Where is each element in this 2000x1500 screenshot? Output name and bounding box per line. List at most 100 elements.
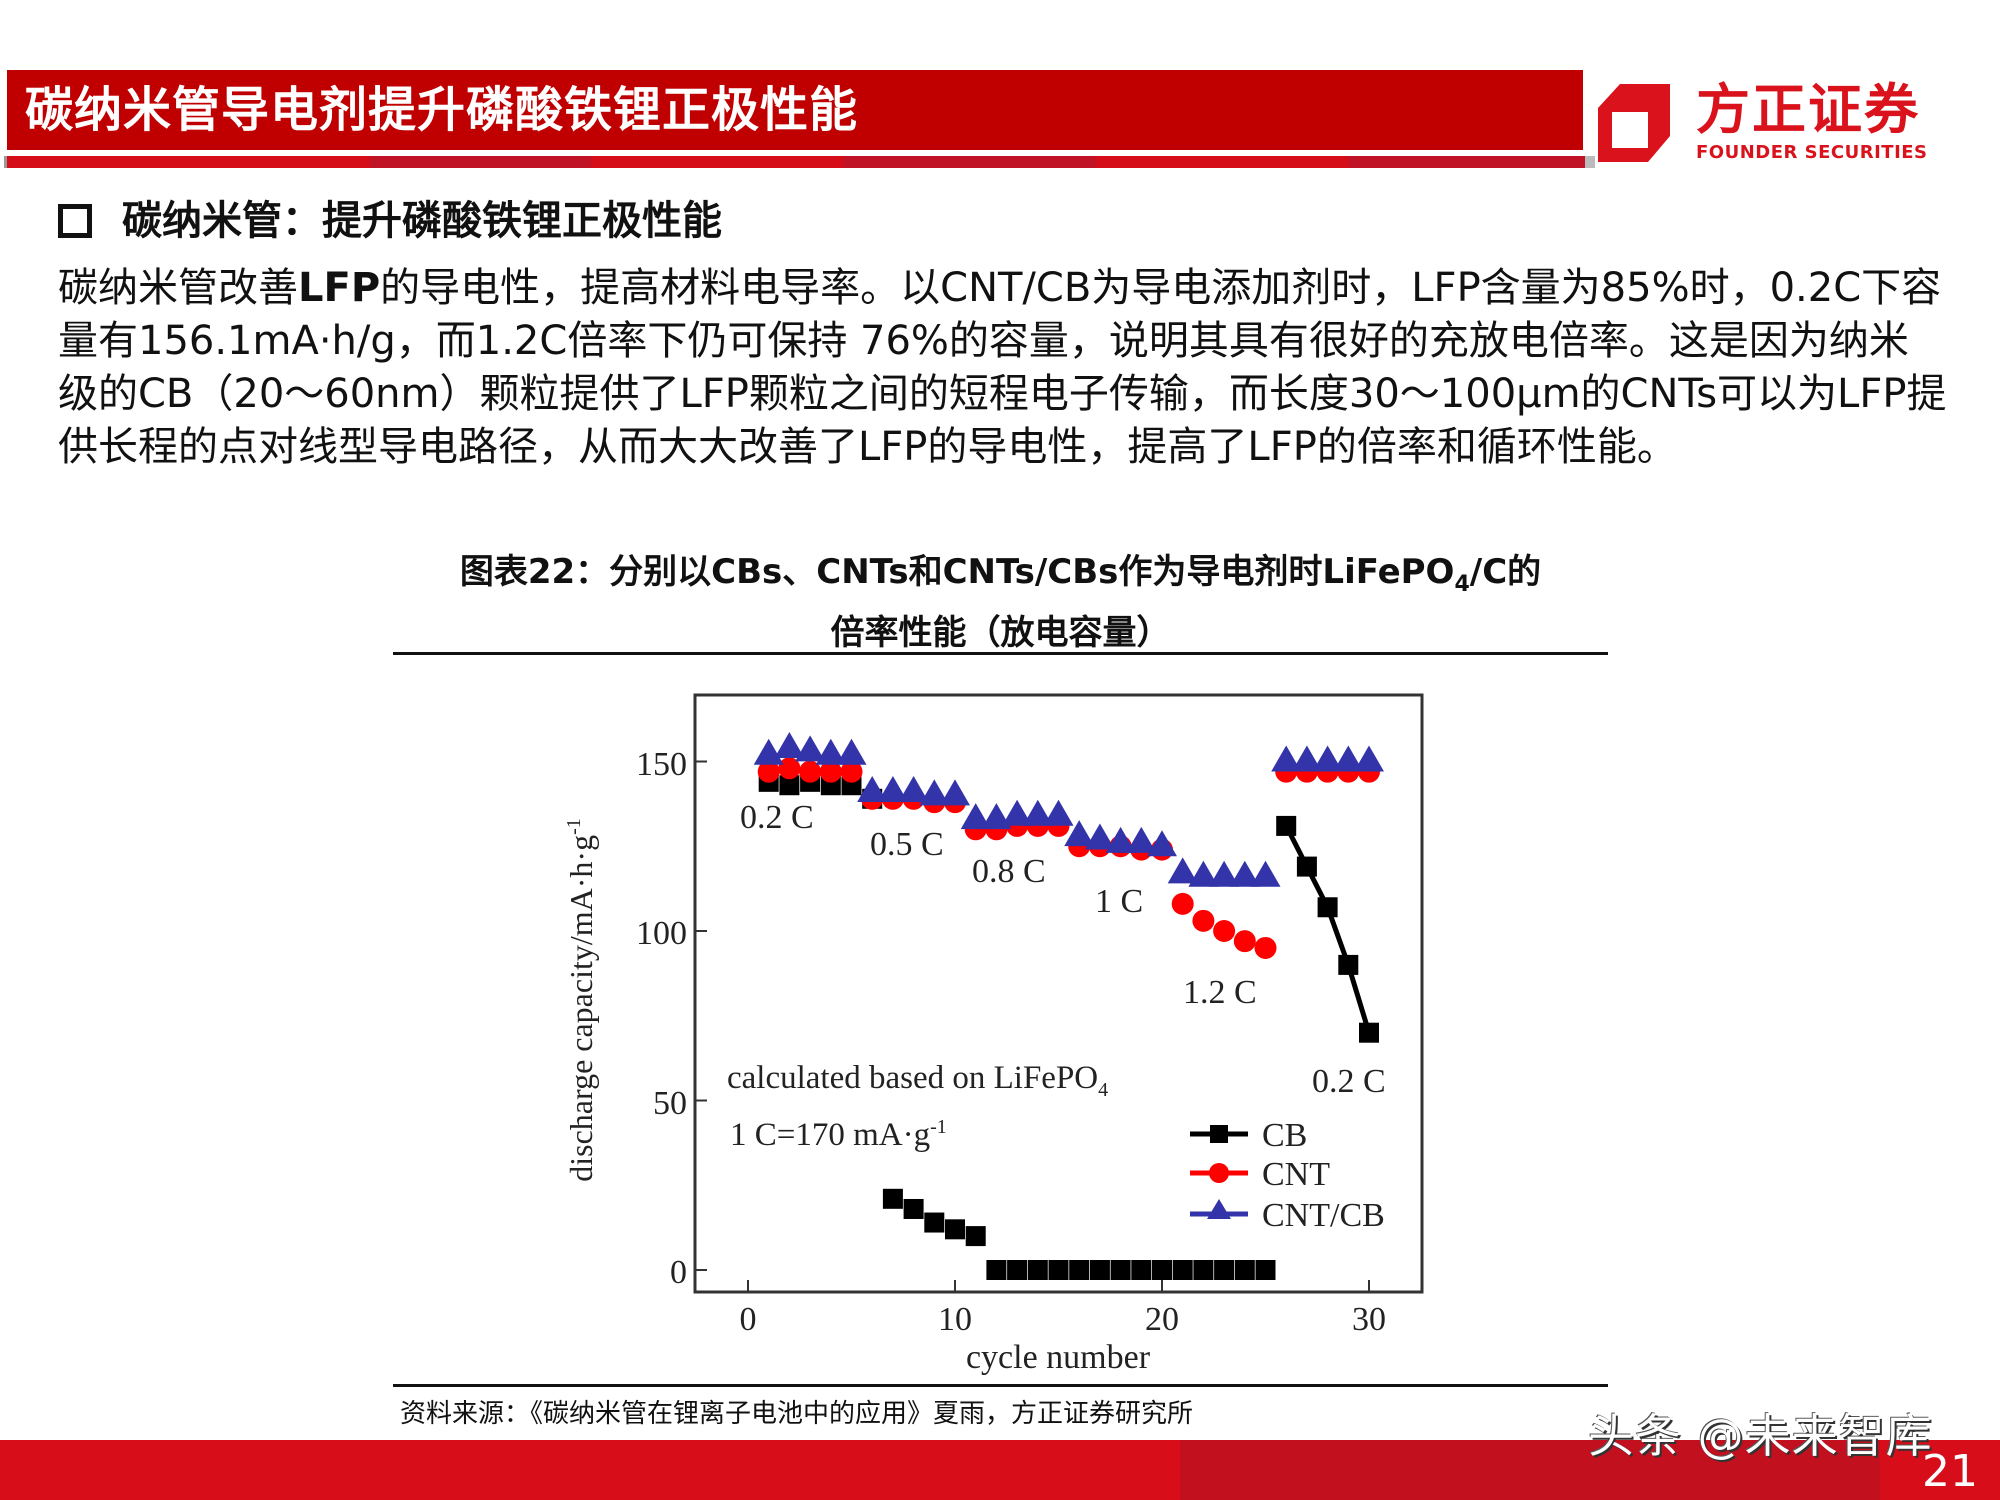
logo-text-en: FOUNDER SECURITIES bbox=[1696, 142, 1928, 163]
data-point bbox=[898, 776, 929, 803]
data-point bbox=[1188, 860, 1219, 887]
data-point bbox=[819, 760, 842, 783]
data-point bbox=[877, 776, 908, 803]
data-point bbox=[919, 779, 950, 806]
ytick-150: 150 bbox=[636, 746, 687, 783]
data-point bbox=[960, 803, 991, 830]
data-point bbox=[1276, 815, 1297, 836]
chart-svg: 0 50 100 150 0 10 20 30 cycle number dis… bbox=[563, 693, 1424, 1376]
data-point bbox=[965, 1226, 986, 1247]
data-point bbox=[815, 738, 846, 765]
data-point bbox=[857, 776, 888, 803]
plot-frame bbox=[693, 693, 1424, 1294]
data-point bbox=[795, 735, 826, 762]
bullet-square-icon bbox=[58, 204, 92, 238]
data-point bbox=[1317, 897, 1338, 918]
data-point bbox=[1007, 1260, 1028, 1280]
data-point bbox=[945, 1219, 965, 1240]
data-point bbox=[1291, 745, 1322, 772]
figure-rule-top bbox=[393, 652, 1608, 655]
data-point bbox=[1167, 857, 1198, 884]
ytick-50: 50 bbox=[653, 1085, 687, 1122]
data-point bbox=[1002, 799, 1033, 826]
data-point bbox=[1312, 745, 1343, 772]
note-1c-definition: 1 C=170 mA·g-1 bbox=[730, 1116, 947, 1153]
figure-caption: 图表22：分别以CBs、CNTs和CNTs/CBs作为导电剂时LiFePO4/C… bbox=[393, 548, 1608, 657]
data-point bbox=[940, 779, 970, 806]
series-layer bbox=[753, 731, 1384, 1280]
figure-rule-bottom bbox=[393, 1384, 1608, 1387]
decorative-stripe bbox=[4, 156, 1595, 168]
data-point bbox=[1333, 745, 1364, 772]
data-point bbox=[1131, 1260, 1152, 1280]
data-point bbox=[757, 760, 780, 783]
data-point bbox=[882, 1188, 903, 1209]
data-point bbox=[1069, 1260, 1090, 1280]
data-point bbox=[778, 757, 801, 780]
legend-item-cnt-cb: CNT/CB bbox=[1190, 1197, 1385, 1234]
data-point bbox=[1152, 1260, 1172, 1280]
legend-label-cnt: CNT bbox=[1262, 1156, 1330, 1193]
data-point bbox=[1250, 860, 1281, 887]
data-point bbox=[1171, 892, 1194, 915]
y-axis-label-sup: -1 bbox=[563, 818, 585, 835]
rate-label-0.8c: 0.8 C bbox=[972, 853, 1046, 890]
data-point bbox=[1214, 1260, 1235, 1280]
data-point bbox=[1084, 823, 1115, 850]
data-point bbox=[1359, 1022, 1379, 1043]
body-text-part2: 的导电性，提高材料电导率。以CNT/CB为导电添加剂时，LFP含量为85%时，0… bbox=[58, 265, 1947, 470]
data-point bbox=[799, 760, 822, 783]
y-axis-label-text: discharge capacity/mA·h·g bbox=[563, 835, 599, 1182]
section-heading: 碳纳米管：提升磷酸铁锂正极性能 bbox=[58, 196, 722, 246]
data-point bbox=[986, 1260, 1007, 1280]
caption-subscript: 4 bbox=[1454, 571, 1470, 597]
founder-securities-logo: 方正证券 FOUNDER SECURITIES bbox=[1598, 76, 1928, 166]
data-point bbox=[1147, 830, 1177, 857]
y-axis-label: discharge capacity/mA·h·g-1 bbox=[563, 818, 599, 1182]
axis-ticks bbox=[695, 760, 1370, 1292]
data-point bbox=[840, 760, 863, 783]
legend-triangle-icon bbox=[1207, 1199, 1231, 1219]
data-point bbox=[1234, 1260, 1255, 1280]
data-point bbox=[1192, 909, 1215, 932]
body-text-part1: 碳纳米管改善 bbox=[58, 265, 298, 311]
ytick-100: 100 bbox=[636, 915, 687, 952]
data-point bbox=[1022, 799, 1053, 826]
caption-text-b: /C的 bbox=[1469, 552, 1542, 592]
data-point bbox=[1354, 745, 1384, 772]
page-number: 21 bbox=[1922, 1446, 1978, 1497]
note2-text: 1 C=170 mA·g bbox=[730, 1117, 930, 1153]
data-point bbox=[1233, 930, 1256, 953]
data-point bbox=[753, 738, 784, 765]
section-heading-text: 碳纳米管：提升磷酸铁锂正极性能 bbox=[122, 198, 722, 244]
rate-performance-chart: 0 50 100 150 0 10 20 30 cycle number dis… bbox=[540, 680, 1460, 1380]
watermark: 头条 @未来智库 bbox=[1588, 1409, 1933, 1463]
xtick-0: 0 bbox=[740, 1301, 757, 1338]
data-point bbox=[924, 1212, 945, 1233]
data-point bbox=[1338, 954, 1359, 975]
data-point bbox=[1229, 860, 1260, 887]
page-title: 碳纳米管导电剂提升磷酸铁锂正极性能 bbox=[25, 82, 859, 138]
logo-text-cn: 方正证券 bbox=[1696, 78, 1920, 141]
data-point bbox=[1048, 1260, 1069, 1280]
x-axis-label: cycle number bbox=[966, 1339, 1151, 1376]
body-text-bold-lfp: LFP bbox=[298, 265, 381, 311]
data-point bbox=[1089, 1260, 1110, 1280]
footer-bar bbox=[0, 1440, 2000, 1500]
data-point bbox=[903, 1198, 924, 1219]
note-calculated-basis: calculated based on LiFePO4 bbox=[727, 1060, 1108, 1101]
data-point bbox=[1105, 826, 1136, 853]
body-paragraph: 碳纳米管改善LFP的导电性，提高材料电导率。以CNT/CB为导电添加剂时，LFP… bbox=[58, 262, 1948, 474]
figure-caption-line2: 倍率性能（放电容量） bbox=[830, 612, 1171, 653]
source-note: 资料来源：《碳纳米管在锂离子电池中的应用》夏雨，方正证券研究所 bbox=[400, 1399, 1194, 1429]
logo-mark-icon bbox=[1598, 84, 1670, 162]
rate-label-1c: 1 C bbox=[1095, 883, 1143, 920]
note1-sub: 4 bbox=[1098, 1079, 1108, 1101]
ytick-0: 0 bbox=[670, 1254, 687, 1291]
note2-sup: -1 bbox=[930, 1116, 947, 1138]
data-point bbox=[1271, 745, 1302, 772]
figure-caption-line1: 图表22：分别以CBs、CNTs和CNTs/CBs作为导电剂时LiFePO4/C… bbox=[393, 548, 1608, 609]
data-point bbox=[774, 731, 805, 758]
rate-label-0.2c-final: 0.2 C bbox=[1312, 1063, 1386, 1100]
data-point bbox=[1255, 1260, 1276, 1280]
